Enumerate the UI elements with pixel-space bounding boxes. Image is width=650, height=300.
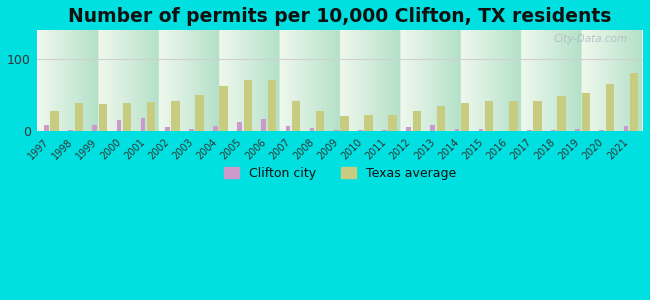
Legend: Clifton city, Texas average: Clifton city, Texas average <box>219 162 462 185</box>
Bar <box>165 127 170 131</box>
Bar <box>551 130 556 131</box>
Bar <box>51 111 59 131</box>
Bar <box>534 100 542 131</box>
Bar <box>454 129 460 131</box>
Bar <box>147 102 155 131</box>
Bar <box>75 103 83 131</box>
Bar <box>406 127 411 131</box>
Bar <box>599 130 604 131</box>
Bar <box>509 100 517 131</box>
Bar <box>527 130 532 131</box>
Bar <box>461 103 469 131</box>
Bar <box>171 100 179 131</box>
Bar <box>123 103 131 131</box>
Bar <box>606 84 614 131</box>
Bar <box>268 80 276 131</box>
Bar <box>358 130 363 131</box>
Bar <box>340 116 348 131</box>
Text: City-Data.com: City-Data.com <box>554 34 628 44</box>
Bar <box>213 126 218 131</box>
Bar <box>630 73 638 131</box>
Bar <box>382 130 387 131</box>
Bar <box>623 126 629 131</box>
Bar <box>485 100 493 131</box>
Bar <box>316 111 324 131</box>
Bar <box>68 130 73 131</box>
Bar <box>430 125 435 131</box>
Bar <box>413 111 421 131</box>
Bar <box>558 96 566 131</box>
Bar <box>244 80 252 131</box>
Bar <box>389 115 397 131</box>
Bar <box>575 129 580 131</box>
Bar <box>285 126 291 131</box>
Title: Number of permits per 10,000 Clifton, TX residents: Number of permits per 10,000 Clifton, TX… <box>68 7 612 26</box>
Bar <box>92 125 97 131</box>
Bar <box>99 104 107 131</box>
Bar <box>237 122 242 131</box>
Bar <box>292 100 300 131</box>
Bar <box>582 93 590 131</box>
Bar <box>261 118 266 131</box>
Bar <box>44 125 49 131</box>
Bar <box>310 128 315 131</box>
Bar <box>437 106 445 131</box>
Bar <box>141 118 146 131</box>
Bar <box>220 86 228 131</box>
Bar <box>365 115 373 131</box>
Bar <box>116 120 122 131</box>
Bar <box>334 130 339 131</box>
Bar <box>196 95 204 131</box>
Bar <box>479 129 484 131</box>
Bar <box>189 129 194 131</box>
